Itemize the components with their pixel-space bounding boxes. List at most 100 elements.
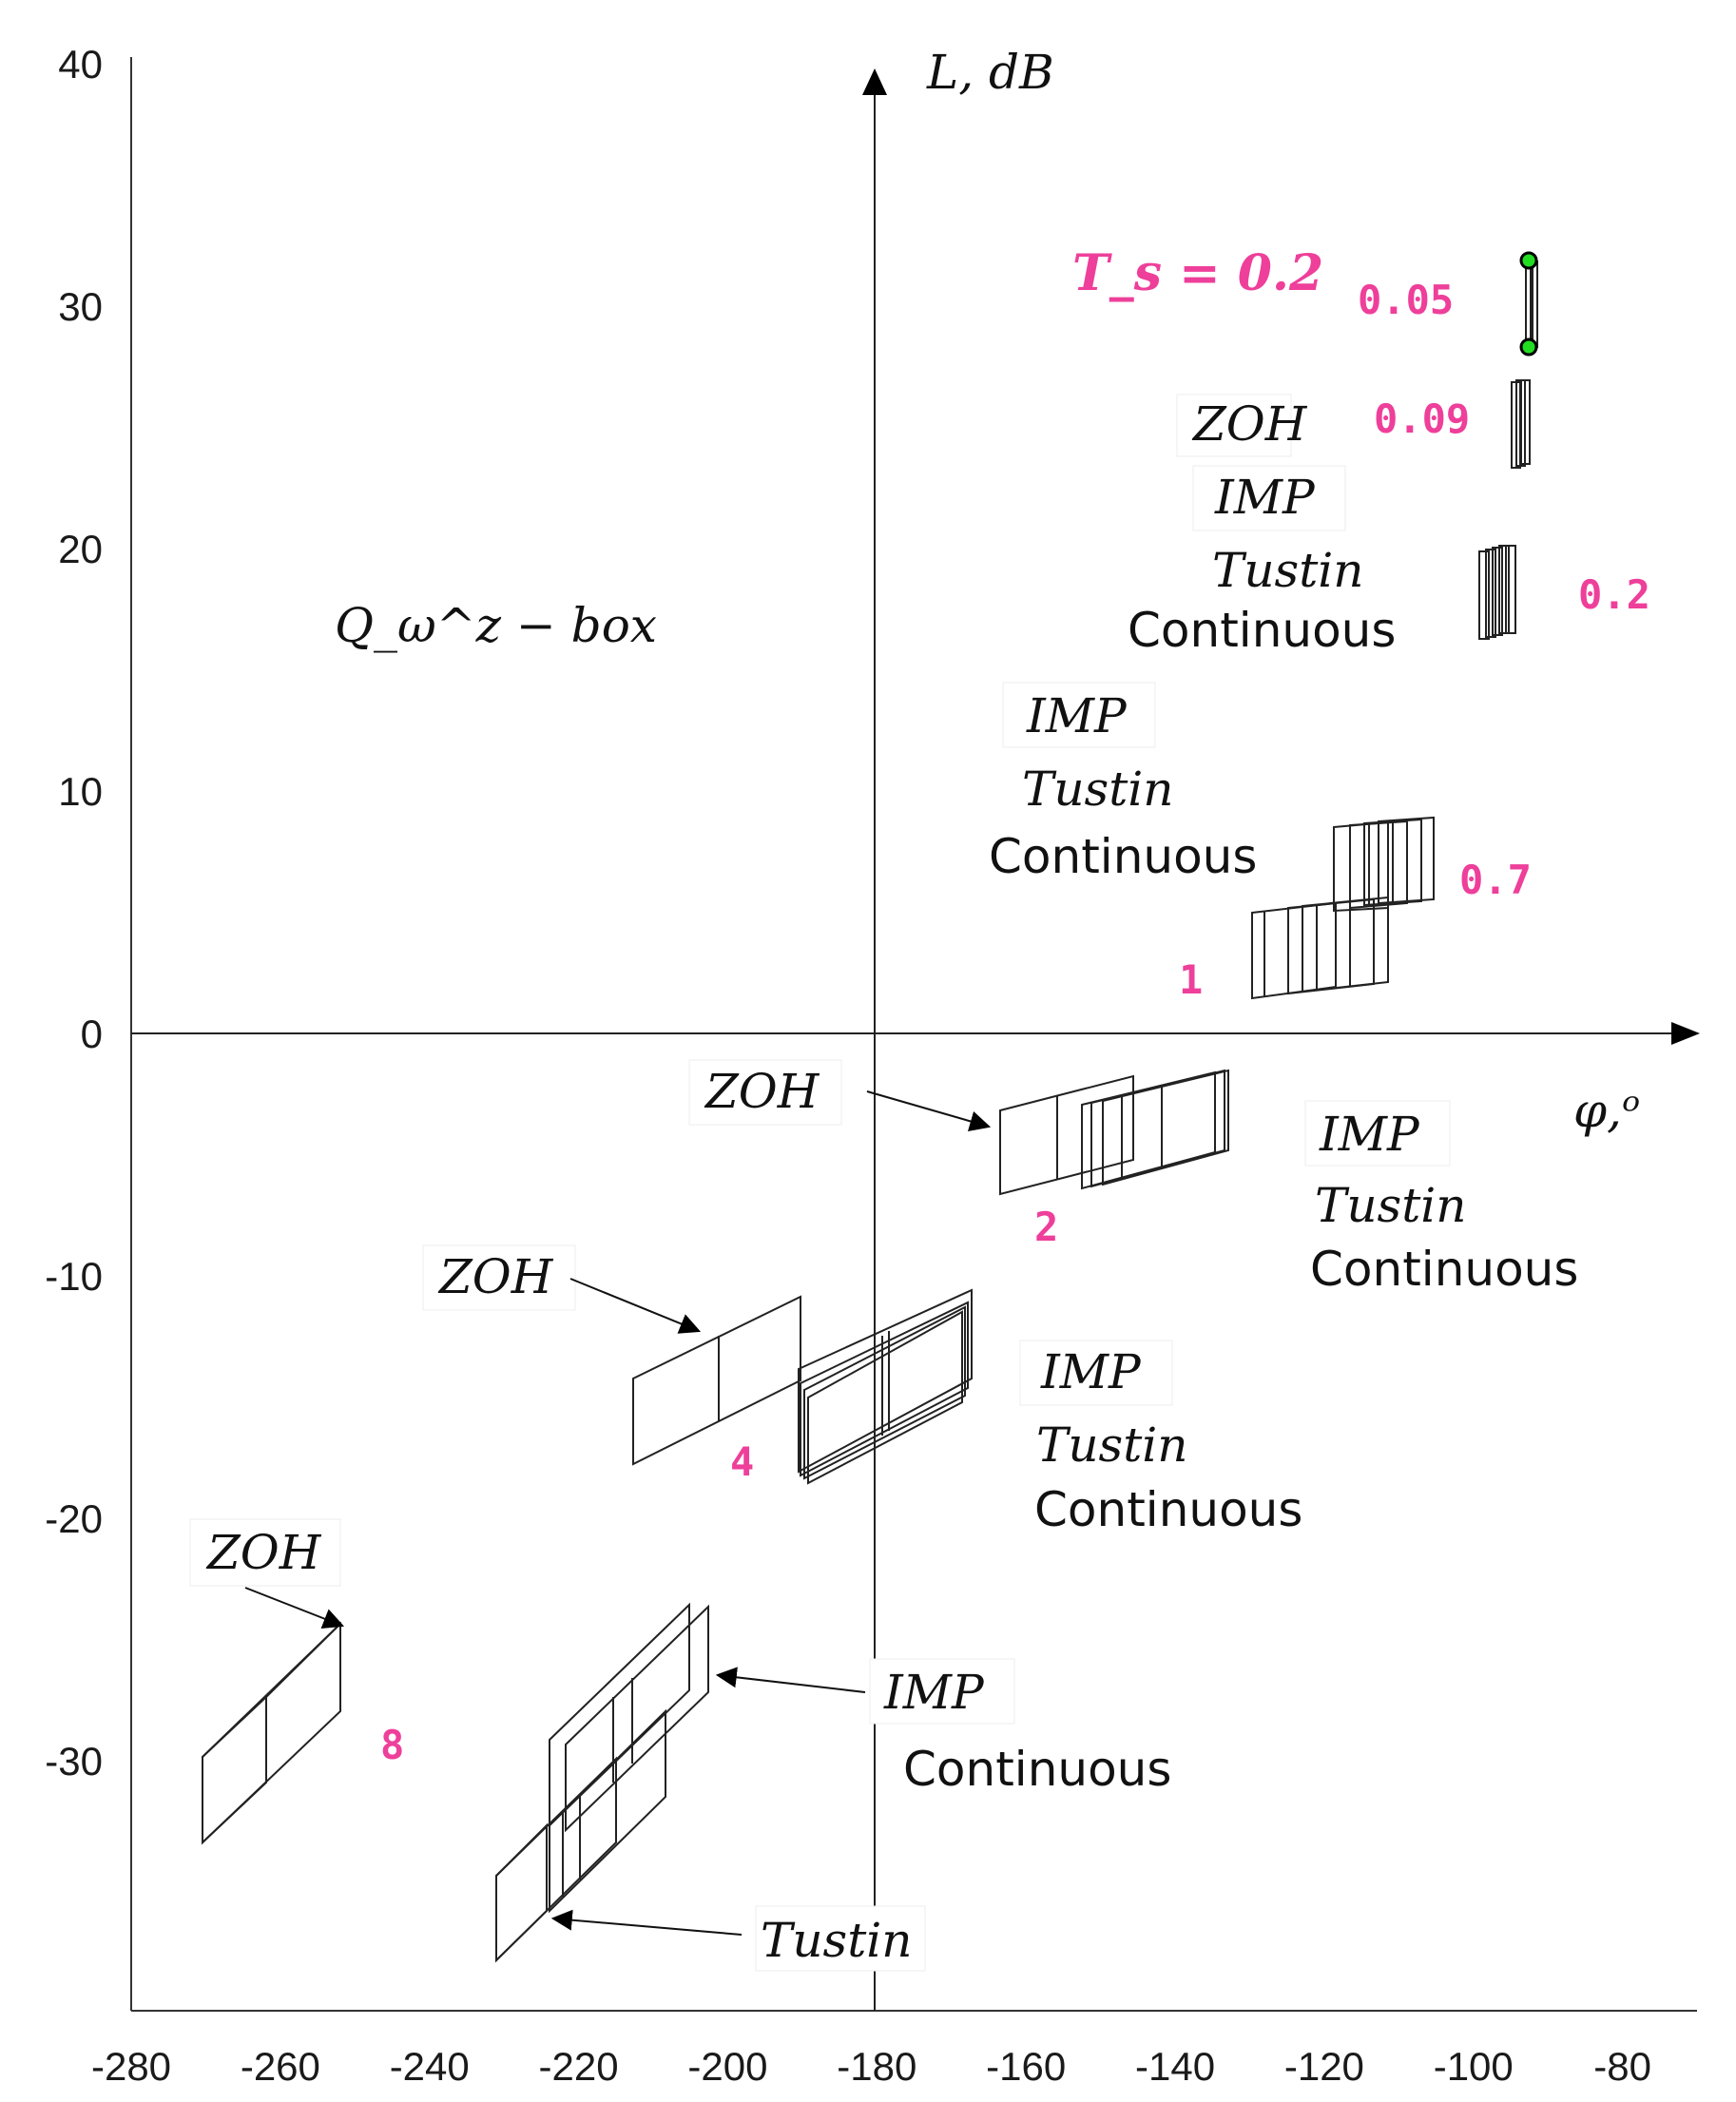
- y-tick-label: 0: [81, 1012, 103, 1056]
- annotation-zoh-ts8: ZOH: [205, 1525, 322, 1580]
- box-zoh: [632, 1295, 801, 1466]
- tick-labels: -280 -260 -240 -220 -200 -180 -160 -140 -120 -100…: [45, 42, 1651, 2089]
- annotation-bg: [755, 1905, 926, 1972]
- ts-label-8: 8: [380, 1722, 404, 1768]
- arrow-zoh-ts8: [244, 1587, 345, 1630]
- annotation-tustin-top: Tustin: [1212, 543, 1364, 598]
- box-group-ts-8-imp: [549, 1602, 709, 1833]
- x-axis-arrow-icon: [1671, 1022, 1700, 1045]
- box: [1505, 545, 1516, 634]
- y-tick-label: -10: [45, 1254, 103, 1299]
- annotation-continuous-ts4: Continuous: [1034, 1482, 1302, 1537]
- annotation-continuous-right: Continuous: [1310, 1242, 1578, 1297]
- annotation-zoh-top: ZOH: [1191, 396, 1308, 452]
- box: [1102, 1069, 1229, 1186]
- box: [1363, 818, 1422, 907]
- x-tick-label: -140: [1135, 2044, 1215, 2089]
- annotation-continuous-ts8: Continuous: [903, 1742, 1171, 1797]
- annotation-bg: [1192, 465, 1346, 531]
- annotation-bg: [1019, 1340, 1173, 1406]
- annotation-bg: [1002, 682, 1156, 748]
- annotation-zoh-ts4: ZOH: [437, 1249, 554, 1304]
- box: [1378, 816, 1435, 905]
- marker-bottom: [1519, 337, 1538, 357]
- annotation-tustin-right: Tustin: [1315, 1178, 1467, 1233]
- ts-label-0-09: 0.09: [1374, 395, 1470, 442]
- box: [549, 1602, 690, 1828]
- box-group-ts-0-2: [1478, 545, 1516, 640]
- box: [495, 1756, 617, 1963]
- box-group-ts-0-09: [1511, 379, 1531, 469]
- arrow-zoh-ts4: [569, 1278, 702, 1334]
- y-axis-label: L, dB: [926, 45, 1054, 100]
- box-group-ts-1: [1251, 896, 1389, 1000]
- annotations: ZOH IMP Tustin Continuous IMP Tustin Con…: [189, 394, 1578, 1972]
- x-tick-label: -260: [241, 2044, 320, 2089]
- ts-label-0-2: 0.2: [1578, 571, 1650, 618]
- box: [1485, 549, 1496, 638]
- marker-top: [1519, 251, 1538, 270]
- ts-title-label: T_s = 0.2: [1072, 244, 1323, 302]
- y-axis-arrow-icon: [862, 68, 887, 95]
- box: [803, 1305, 966, 1480]
- box: [798, 1288, 973, 1474]
- x-tick-label: -180: [837, 2044, 916, 2089]
- box: [1478, 550, 1490, 640]
- box-group-ts-8-zoh: [202, 1621, 341, 1845]
- arrows: [244, 1090, 992, 1936]
- ts-label-0-7: 0.7: [1459, 857, 1532, 903]
- annotation-imp-ts4: IMP: [1040, 1344, 1142, 1399]
- y-tick-label: 40: [58, 42, 103, 87]
- box-zoh: [202, 1621, 341, 1845]
- box: [495, 1822, 548, 1963]
- annotation-zoh-ts2: ZOH: [704, 1064, 820, 1119]
- box: [1498, 545, 1510, 634]
- y-tick-label: 20: [58, 527, 103, 571]
- annotation-imp-ts8: IMP: [883, 1665, 985, 1720]
- annotation-bg: [869, 1658, 1015, 1725]
- y-tick-label: 10: [58, 769, 103, 814]
- annotation-tustin-mid: Tustin: [1022, 762, 1174, 817]
- ts-label-1: 1: [1179, 956, 1203, 1003]
- x-tick-label: -160: [986, 2044, 1066, 2089]
- y-tick-label: 30: [58, 284, 103, 329]
- box-zoh: [202, 1694, 267, 1845]
- uncertainty-boxes: [202, 251, 1538, 1963]
- annotation-bg: [1176, 394, 1292, 457]
- q-box-label: Q_ω^z − box: [335, 598, 657, 653]
- arrow-tustin-ts8: [550, 1909, 743, 1936]
- x-axis-label: φ,ᵒ: [1573, 1083, 1640, 1138]
- box-group-ts-8-tustin: [495, 1708, 666, 1963]
- box: [549, 1708, 666, 1914]
- box: [565, 1604, 709, 1833]
- box-group-ts-0-7: [1333, 816, 1435, 913]
- x-tick-label: -80: [1593, 2044, 1651, 2089]
- annotation-bg: [189, 1518, 341, 1587]
- box-zoh: [999, 1074, 1134, 1196]
- annotation-bg: [1304, 1100, 1451, 1167]
- annotation-tustin-ts4: Tustin: [1036, 1417, 1188, 1473]
- x-tick-label: -120: [1284, 2044, 1364, 2089]
- annotation-tustin-ts8: Tustin: [761, 1913, 913, 1968]
- box: [807, 1310, 963, 1485]
- x-tick-label: -240: [390, 2044, 470, 2089]
- annotation-continuous-mid: Continuous: [989, 829, 1257, 884]
- x-tick-label: -220: [539, 2044, 619, 2089]
- annotation-imp-top: IMP: [1214, 470, 1316, 525]
- x-tick-label: -100: [1434, 2044, 1514, 2089]
- box-edge: [265, 1623, 341, 1698]
- box-group-ts-2: [999, 1069, 1229, 1196]
- y-tick-label: -30: [45, 1739, 103, 1784]
- arrow-imp-ts8: [715, 1667, 866, 1693]
- annotation-imp-mid: IMP: [1026, 688, 1128, 743]
- y-tick-label: -20: [45, 1496, 103, 1541]
- box: [1520, 379, 1531, 465]
- arrow-zoh-ts2: [866, 1090, 992, 1132]
- box-group-ts-0-05: [1519, 251, 1538, 357]
- annotation-bg: [688, 1059, 842, 1126]
- box-group-ts-4: [632, 1288, 973, 1485]
- box: [1302, 896, 1389, 993]
- x-tick-label: -200: [687, 2044, 767, 2089]
- annotation-continuous-top: Continuous: [1128, 603, 1396, 658]
